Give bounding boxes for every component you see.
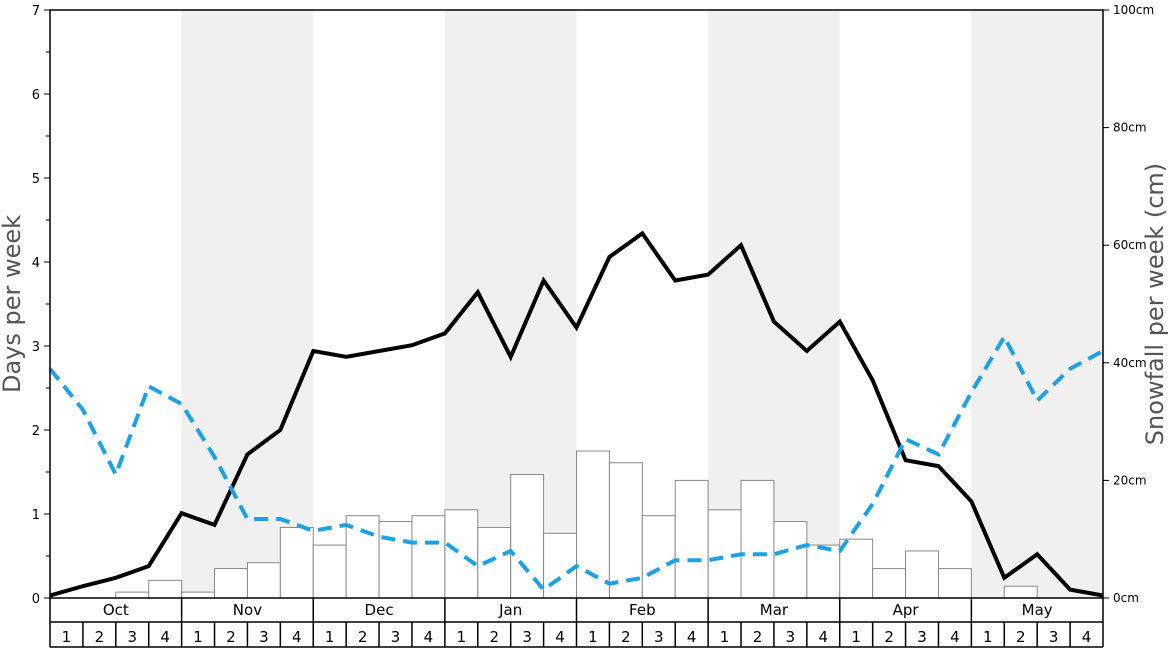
left-axis: 0 1 2 3 4 5 6 7	[32, 4, 50, 607]
snowfall-bar	[806, 544, 841, 599]
week-label: 3	[1049, 628, 1059, 646]
month-label: Nov	[233, 601, 262, 619]
snowfall-bar	[444, 509, 479, 599]
month-label: Apr	[893, 601, 920, 619]
snowfall-bar	[773, 521, 808, 599]
snowfall-bar	[115, 591, 150, 599]
week-label: 2	[489, 628, 499, 646]
week-label: 4	[1082, 628, 1092, 646]
month-band-nov	[181, 10, 314, 598]
week-label: 4	[555, 628, 565, 646]
y-tick-label: 1	[32, 508, 40, 523]
snowfall-bar	[279, 526, 314, 599]
month-label: May	[1022, 601, 1053, 619]
snowfall-bar	[641, 515, 676, 599]
month-label: Dec	[365, 601, 394, 619]
month-label: Oct	[103, 601, 129, 619]
week-label: 4	[160, 628, 170, 646]
x-axis: Oct Nov Dec Jan Feb Mar Apr May 1 2 3 4 1 2 3 4 1 2 3 4 1 2 3 4…	[49, 598, 1104, 648]
week-label: 1	[457, 628, 467, 646]
y2-tick-label: 40cm	[1113, 356, 1147, 370]
week-label: 3	[654, 628, 664, 646]
snowfall-bar	[312, 544, 347, 599]
y2-axis-title: Snowfall per week (cm)	[1141, 163, 1168, 445]
snowfall-bar	[411, 515, 446, 599]
y2-tick-label: 20cm	[1113, 473, 1147, 487]
y-tick-label: 4	[32, 256, 40, 271]
y2-tick-label: 80cm	[1113, 121, 1147, 135]
y-tick-label: 5	[32, 172, 40, 187]
week-label: 2	[358, 628, 368, 646]
week-label: 4	[687, 628, 697, 646]
week-label: 1	[62, 628, 72, 646]
y-axis-title: Days per week	[0, 215, 26, 393]
week-label: 4	[424, 628, 434, 646]
week-label: 3	[391, 628, 401, 646]
snowfall-bar	[214, 568, 248, 599]
y2-tick-label: 100cm	[1113, 3, 1154, 17]
week-label: 1	[983, 628, 993, 646]
week-label: 1	[193, 628, 203, 646]
y2-tick-label: 0cm	[1113, 591, 1139, 605]
week-label: 3	[127, 628, 137, 646]
snowfall-bar	[905, 550, 939, 599]
week-label: 4	[950, 628, 960, 646]
y2-tick-label: 60cm	[1113, 238, 1147, 252]
month-shading	[181, 10, 1103, 598]
week-label: 3	[522, 628, 532, 646]
y-tick-label: 0	[32, 592, 40, 607]
week-label: 2	[753, 628, 763, 646]
snowfall-bar	[740, 479, 775, 599]
snowfall-bar	[608, 462, 643, 599]
week-label: 2	[226, 628, 236, 646]
snowfall-bar	[937, 568, 972, 599]
right-axis: 0cm 20cm 40cm 60cm 80cm 100cm	[1103, 3, 1154, 605]
snowfall-bar	[510, 474, 545, 599]
snowfall-bar	[246, 562, 281, 599]
y-tick-label: 2	[32, 424, 40, 439]
dashed-series-line	[48, 332, 1104, 593]
snowfall-bar	[148, 579, 183, 599]
week-label: 2	[621, 628, 631, 646]
snowfall-bar	[839, 538, 874, 599]
week-label: 1	[851, 628, 861, 646]
month-band-may	[971, 10, 1103, 598]
y-tick-label: 7	[32, 4, 40, 19]
week-label: 1	[720, 628, 730, 646]
week-label: 2	[1016, 628, 1026, 646]
week-label: 4	[819, 628, 829, 646]
snowfall-bar	[378, 521, 413, 599]
solid-series-line	[49, 230, 1104, 598]
week-label: 1	[588, 628, 598, 646]
snowfall-bars	[115, 450, 1038, 599]
week-label: 3	[786, 628, 796, 646]
snowfall-bar	[181, 591, 216, 599]
week-label: 4	[292, 628, 302, 646]
y-tick-label: 3	[32, 340, 40, 355]
snowfall-bar	[872, 568, 907, 599]
month-label: Jan	[498, 601, 522, 619]
week-label: 2	[884, 628, 894, 646]
week-label: 3	[259, 628, 269, 646]
snowfall-bar	[543, 532, 577, 599]
week-label: 3	[917, 628, 927, 646]
month-label: Feb	[629, 601, 656, 619]
snowfall-bar	[1003, 585, 1038, 599]
month-label: Mar	[760, 601, 789, 619]
week-label: 2	[95, 628, 105, 646]
week-label: 1	[325, 628, 335, 646]
y-tick-label: 6	[32, 88, 40, 103]
series-lines	[48, 230, 1104, 598]
snowfall-bar	[674, 479, 709, 599]
